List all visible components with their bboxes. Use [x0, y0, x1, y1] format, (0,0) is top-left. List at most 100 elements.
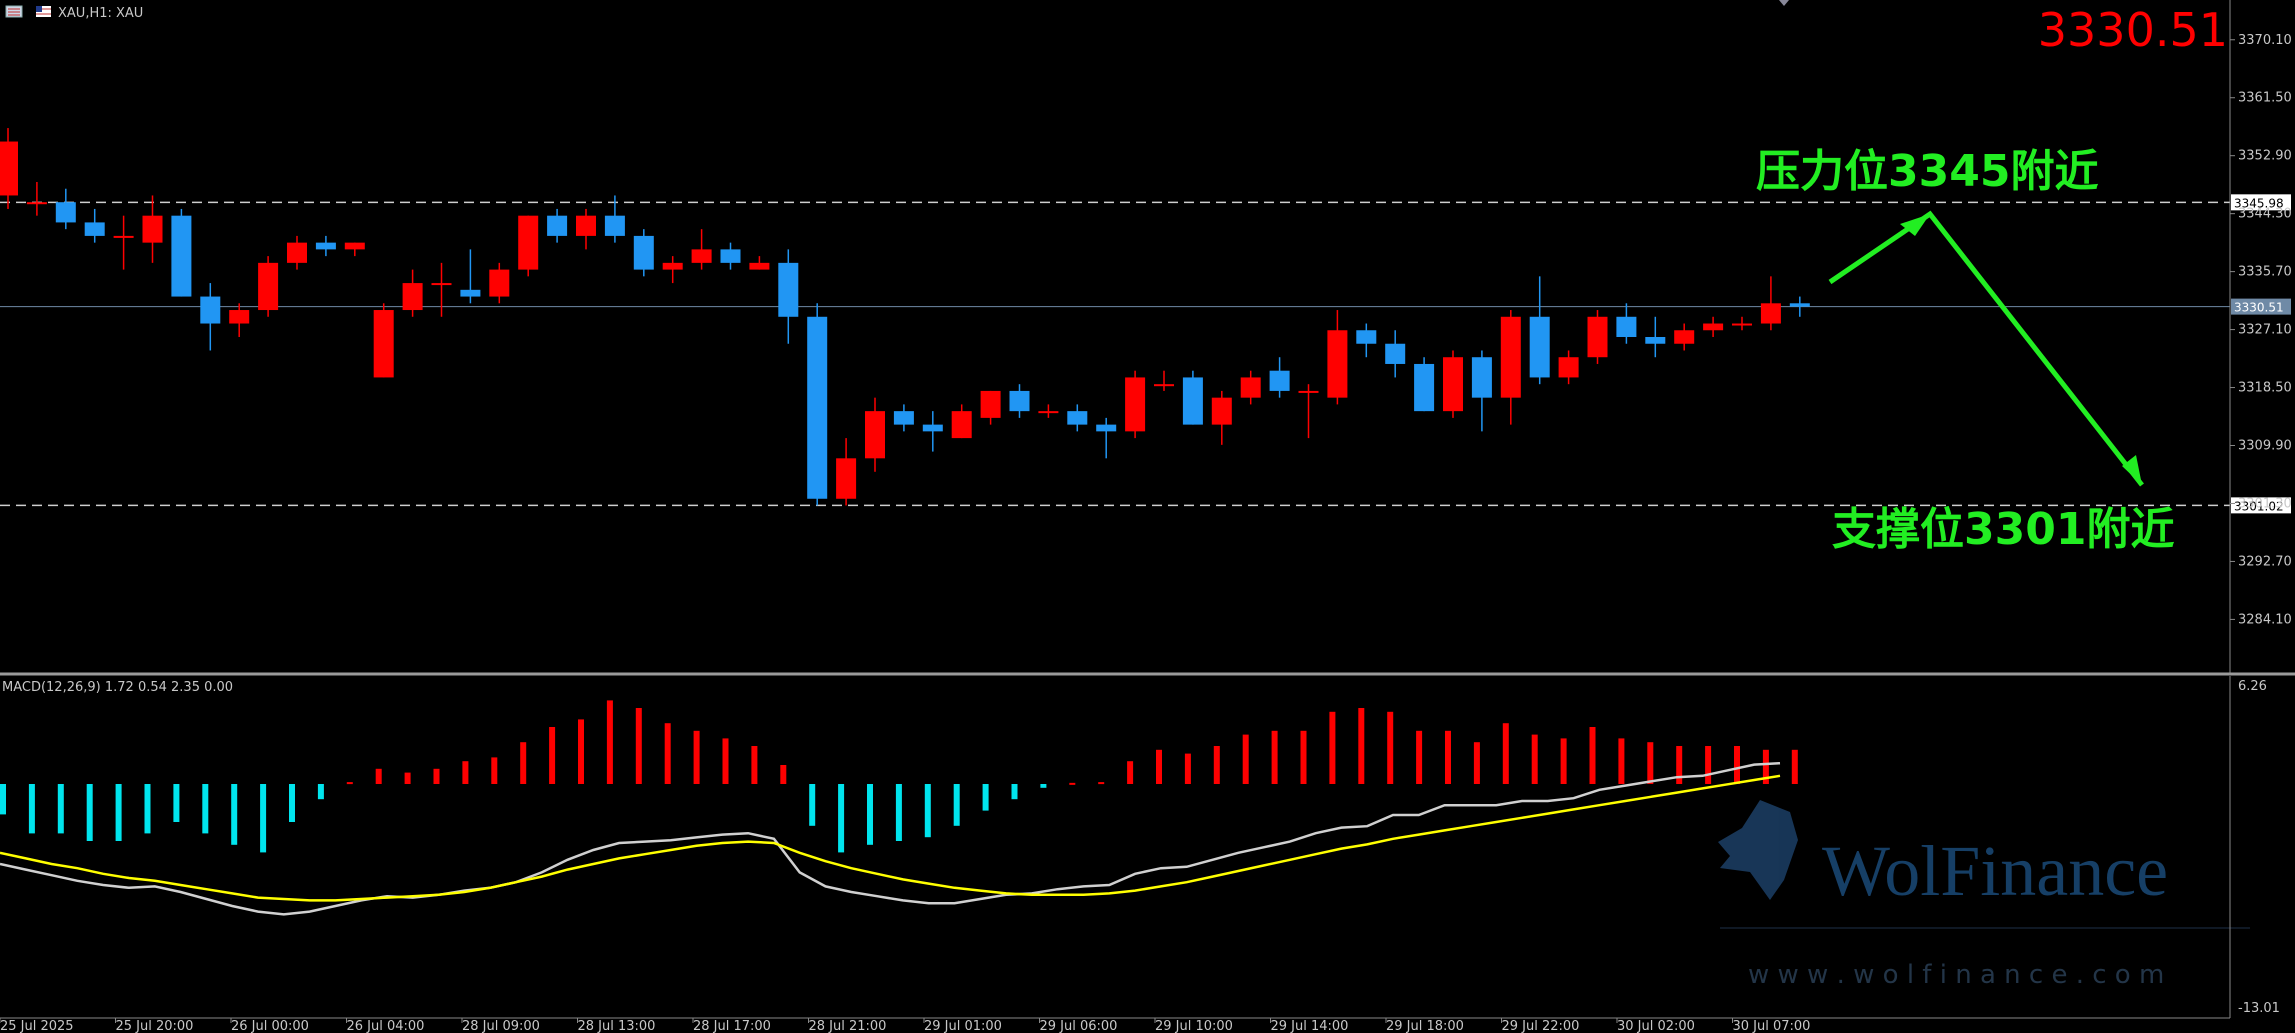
macd-line [0, 761, 1781, 916]
macd-histogram-bar [433, 768, 440, 784]
chart-window-icon[interactable] [5, 5, 23, 18]
macd-histogram-bar [1416, 730, 1423, 784]
wolfinance-watermark: WolFinance w w w . w o l f i n a n c e .… [1718, 800, 2250, 990]
time-tick-label: 30 Jul 02:00 [1617, 1019, 1695, 1033]
macd-histogram-bar [635, 708, 642, 784]
candle-body [980, 390, 1001, 418]
macd-histogram-bar [982, 784, 989, 811]
candle-body [1414, 363, 1435, 412]
candle [662, 256, 683, 284]
candle [1732, 316, 1752, 331]
time-tick-label: 28 Jul 09:00 [462, 1019, 540, 1033]
macd-histogram-bar [549, 727, 556, 784]
candle [807, 303, 828, 506]
candle [691, 229, 712, 270]
price-tick-label: 3284.10 [2238, 612, 2292, 627]
candle [518, 215, 539, 277]
candle [0, 128, 18, 209]
macd-histogram-bar [491, 757, 498, 784]
arrow-head-up [1900, 214, 1930, 236]
macd-histogram-bar [289, 784, 295, 822]
candle-body [489, 269, 510, 297]
macd-histogram-bar [1069, 782, 1076, 785]
level-price-box [2231, 497, 2291, 514]
macd-histogram-bar [1156, 749, 1162, 784]
candle [1703, 316, 1724, 337]
macd-histogram-bar [664, 723, 671, 784]
macd-histogram-bar [895, 784, 902, 841]
time-tick-label: 28 Jul 13:00 [578, 1019, 656, 1033]
candle-body [1327, 330, 1348, 398]
candle-body [1356, 330, 1377, 344]
candle [1096, 417, 1117, 459]
candle [1500, 310, 1521, 425]
time-tick-label: 29 Jul 10:00 [1155, 1019, 1233, 1033]
macd-histogram-bar [375, 768, 382, 784]
candle-body [633, 235, 654, 270]
time-tick-label: 29 Jul 22:00 [1502, 1019, 1580, 1033]
chart-shift-icon[interactable] [1779, 0, 1789, 6]
candle-body [547, 215, 568, 236]
candle [229, 303, 250, 337]
candle [113, 215, 134, 270]
candle-body [836, 458, 857, 499]
price-tick-label: 3318.50 [2238, 381, 2292, 396]
macd-histogram-bar [722, 738, 729, 784]
candle [633, 229, 654, 277]
symbol-flag-icon[interactable] [36, 6, 51, 17]
level-price-label: 3345.98 [2234, 196, 2284, 210]
candle-body [26, 202, 47, 205]
candle [402, 269, 423, 317]
candle-body [922, 424, 943, 432]
candle [836, 438, 857, 506]
macd-panel: MACD(12,26,9) 1.72 0.54 2.35 0.00 6.26 -1… [0, 676, 2280, 1018]
candle [1529, 276, 1550, 385]
macd-histogram-bar [57, 784, 64, 834]
candle [1471, 350, 1492, 432]
time-tick-label: 26 Jul 04:00 [347, 1019, 425, 1033]
macd-histogram-bar [1560, 738, 1567, 784]
macd-histogram-bar [1791, 749, 1798, 784]
level-price-label: 3301.02 [2234, 499, 2284, 513]
candle [1558, 350, 1579, 385]
candle-body [865, 411, 885, 459]
price-tick-label: 3352.90 [2238, 149, 2292, 164]
candle [1269, 357, 1290, 398]
macd-histogram-bar [1242, 734, 1249, 784]
candle-body [287, 242, 307, 263]
macd-histogram-bar [462, 761, 469, 784]
candle-body [373, 310, 394, 378]
macd-histogram-bar [780, 765, 787, 784]
candle-body [1096, 424, 1117, 432]
candle-body [1154, 384, 1174, 387]
macd-histogram-bar [260, 784, 267, 853]
time-tick-label: 29 Jul 14:00 [1271, 1019, 1349, 1033]
macd-histogram-bar [1502, 723, 1509, 784]
resistance-annotation: 压力位3345附近 [1756, 146, 2098, 197]
macd-histogram-bar [1647, 742, 1654, 784]
macd-histogram-bar [1676, 746, 1683, 784]
price-tick-label: 3361.50 [2238, 91, 2292, 106]
candle-body [1760, 303, 1781, 324]
candle [778, 249, 799, 344]
macd-histogram-bar [751, 746, 758, 784]
time-tick-label: 25 Jul 2025 [0, 1019, 74, 1033]
candle-body [344, 242, 365, 250]
candle [1298, 384, 1319, 439]
macd-histogram-bar [693, 730, 700, 784]
macd-histogram-bar [1127, 761, 1134, 784]
candle-body [142, 215, 163, 243]
levels: 3345.98 3301.02 3330.51 [0, 194, 2291, 514]
candle [489, 262, 510, 304]
macd-histogram-bar [1705, 746, 1712, 784]
current-price-label: 3330.51 [2234, 301, 2284, 315]
candle [1616, 303, 1637, 344]
macd-histogram-bar [115, 784, 122, 841]
candle [287, 235, 307, 270]
candle [720, 242, 741, 270]
candle [1182, 370, 1203, 425]
candle [1385, 330, 1406, 378]
macd-histogram [0, 700, 1798, 853]
macd-histogram-bar [1734, 746, 1740, 784]
